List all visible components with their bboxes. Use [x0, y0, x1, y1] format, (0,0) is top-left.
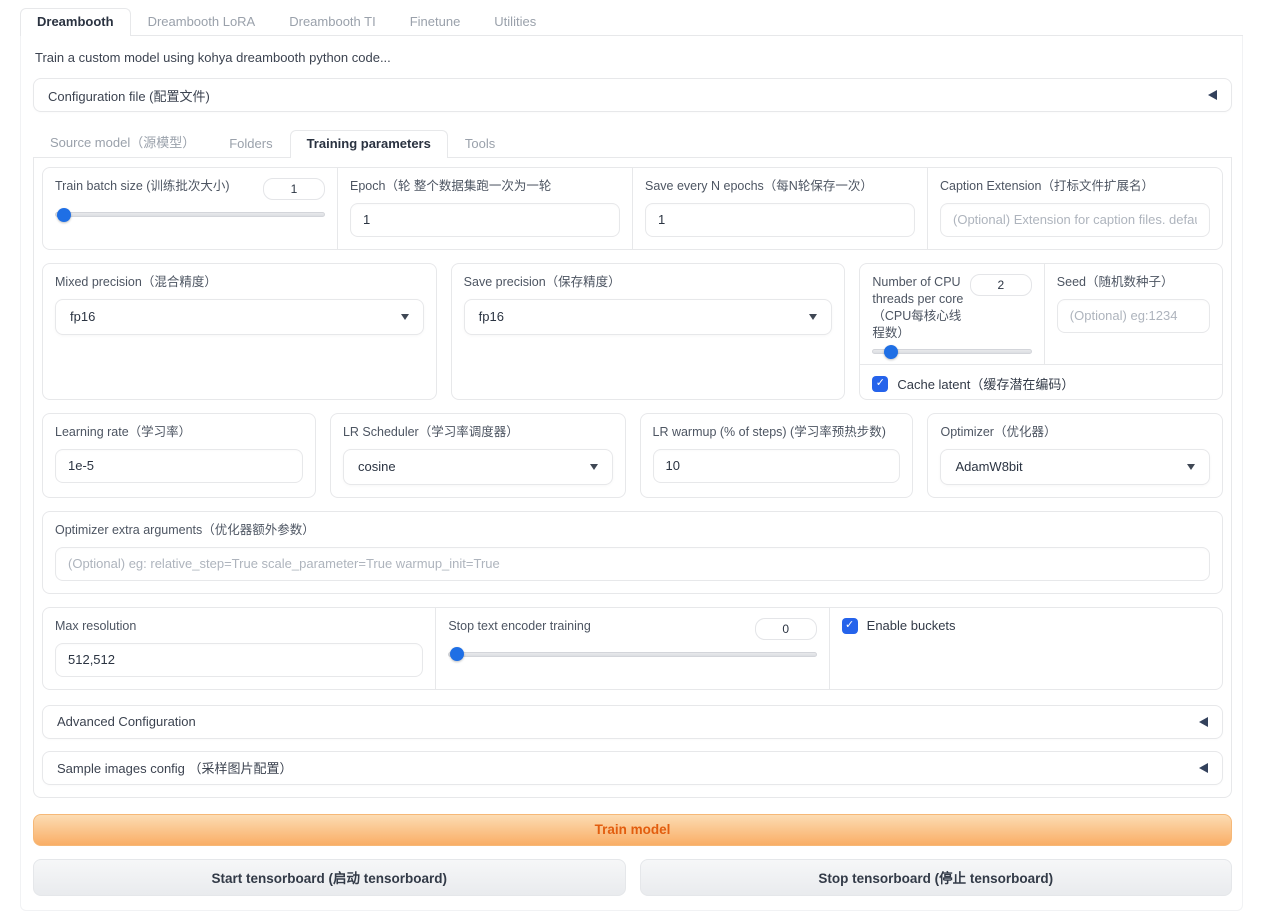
- optimizer-label: Optimizer（优化器）: [940, 424, 1057, 439]
- train-batch-size-slider-handle[interactable]: [57, 207, 72, 222]
- optimizer-extra-args-field: Optimizer extra arguments（优化器额外参数）: [42, 510, 1223, 594]
- cpu-threads-slider[interactable]: [872, 344, 1032, 359]
- epoch-field: Epoch（轮 整个数据集跑一次为一轮: [337, 168, 632, 249]
- tab-finetune[interactable]: Finetune: [409, 14, 461, 29]
- save-precision-field: Save precision（保存精度） fp16: [450, 262, 846, 400]
- enable-buckets-checkbox-row[interactable]: ✓ Enable buckets: [841, 617, 1210, 634]
- advanced-configuration-label: Advanced Configuration: [57, 714, 196, 729]
- page-description: Train a custom model using kohya dreambo…: [35, 50, 391, 65]
- cpu-threads-number-input[interactable]: [969, 273, 1032, 296]
- advanced-configuration-accordion[interactable]: Advanced Configuration: [42, 704, 1223, 739]
- lr-warmup-input[interactable]: [652, 448, 901, 483]
- learning-rate-field: Learning rate（学习率）: [42, 412, 316, 498]
- tab-folders[interactable]: Folders: [229, 136, 273, 151]
- tab-dreambooth-ti[interactable]: Dreambooth TI: [289, 14, 376, 29]
- chevron-down-icon: [589, 463, 598, 470]
- caption-extension-field: Caption Extension（打标文件扩展名）: [927, 168, 1222, 249]
- checkbox-checked-icon[interactable]: ✓: [872, 375, 889, 392]
- sample-images-config-label: Sample images config （采样图片配置）: [57, 761, 293, 776]
- learning-rate-label: Learning rate（学习率）: [55, 424, 192, 439]
- training-parameters-panel: Train batch size (训练批次大小) Epoch（轮 整个数据集跑…: [33, 158, 1232, 798]
- optimizer-extra-args-label: Optimizer extra arguments（优化器额外参数）: [55, 522, 315, 537]
- train-batch-size-field: Train batch size (训练批次大小): [43, 168, 337, 249]
- collapse-arrow-icon: [1199, 716, 1208, 727]
- cpu-seed-group: Number of CPU threads per core（CPU每核心线程数…: [859, 262, 1223, 402]
- enable-buckets-label: Enable buckets: [866, 618, 956, 634]
- collapse-arrow-icon: [1208, 90, 1217, 100]
- seed-field: Seed（随机数种子）: [1045, 264, 1222, 365]
- chevron-down-icon: [1187, 463, 1195, 470]
- mixed-precision-label: Mixed precision（混合精度）: [55, 274, 217, 289]
- cache-latent-label: Cache latent（缓存潜在编码）: [897, 377, 1075, 393]
- optimizer-field: Optimizer（优化器） AdamW8bit: [927, 412, 1223, 498]
- stop-text-encoder-number-input[interactable]: [754, 617, 817, 640]
- tab-tools[interactable]: Tools: [464, 136, 496, 151]
- save-precision-value: fp16: [478, 309, 504, 325]
- caption-extension-input[interactable]: [940, 202, 1210, 237]
- start-tensorboard-button[interactable]: Start tensorboard (启动 tensorboard): [33, 858, 626, 896]
- tab-dreambooth-lora[interactable]: Dreambooth LoRA: [147, 14, 256, 29]
- lr-scheduler-label: LR Scheduler（学习率调度器）: [342, 424, 519, 439]
- cache-latent-checkbox-row[interactable]: ✓ Cache latent（缓存潜在编码）: [860, 364, 1222, 402]
- stop-text-encoder-slider[interactable]: [448, 647, 817, 662]
- max-resolution-label: Max resolution: [55, 618, 137, 633]
- save-precision-dropdown[interactable]: fp16: [463, 298, 833, 335]
- lr-scheduler-field: LR Scheduler（学习率调度器） cosine: [329, 412, 626, 498]
- seed-input[interactable]: [1056, 298, 1210, 333]
- mixed-precision-value: fp16: [70, 309, 96, 325]
- train-batch-size-label: Train batch size (训练批次大小): [55, 179, 230, 193]
- mixed-precision-dropdown[interactable]: fp16: [55, 298, 424, 335]
- chevron-down-icon: [809, 313, 818, 320]
- tab-training-parameters[interactable]: Training parameters: [289, 130, 448, 158]
- lr-warmup-label: LR warmup (% of steps) (学习率预热步数): [652, 424, 886, 439]
- configuration-file-label: Configuration file (配置文件): [48, 88, 210, 104]
- learning-rate-input[interactable]: [55, 448, 303, 483]
- max-resolution-input[interactable]: [55, 642, 424, 677]
- optimizer-value: AdamW8bit: [955, 459, 1023, 475]
- dreambooth-tab-content: Train a custom model using kohya dreambo…: [20, 36, 1243, 911]
- optimizer-dropdown[interactable]: AdamW8bit: [940, 448, 1210, 485]
- epoch-input[interactable]: [350, 202, 620, 237]
- enable-buckets-field: ✓ Enable buckets: [828, 607, 1222, 689]
- tab-source-model[interactable]: Source model（源模型）: [50, 135, 196, 150]
- lr-scheduler-dropdown[interactable]: cosine: [342, 448, 613, 485]
- tab-utilities[interactable]: Utilities: [494, 14, 537, 29]
- chevron-down-icon: [400, 313, 409, 320]
- sample-images-config-accordion[interactable]: Sample images config （采样图片配置）: [42, 750, 1223, 785]
- mixed-precision-field: Mixed precision（混合精度） fp16: [42, 262, 437, 400]
- save-every-n-epochs-label: Save every N epochs（每N轮保存一次）: [645, 179, 873, 193]
- save-precision-label: Save precision（保存精度）: [463, 274, 621, 289]
- epoch-label: Epoch（轮 整个数据集跑一次为一轮: [350, 179, 552, 193]
- lr-warmup-field: LR warmup (% of steps) (学习率预热步数): [639, 412, 914, 498]
- sub-tabnav: Source model（源模型） Folders Training param…: [33, 126, 1232, 158]
- caption-extension-label: Caption Extension（打标文件扩展名）: [940, 179, 1154, 193]
- cpu-threads-field: Number of CPU threads per core（CPU每核心线程数…: [860, 263, 1045, 365]
- cpu-threads-label: Number of CPU threads per core（CPU每核心线程数…: [872, 274, 964, 340]
- optimizer-extra-args-input[interactable]: [55, 546, 1210, 581]
- lr-scheduler-value: cosine: [357, 459, 396, 475]
- stop-tensorboard-button[interactable]: Stop tensorboard (停止 tensorboard): [639, 858, 1232, 896]
- save-every-n-epochs-field: Save every N epochs（每N轮保存一次）: [632, 168, 927, 249]
- train-batch-size-number-input[interactable]: [263, 178, 325, 200]
- stop-text-encoder-label: Stop text encoder training: [448, 618, 591, 633]
- configuration-file-accordion[interactable]: Configuration file (配置文件): [33, 78, 1232, 112]
- collapse-arrow-icon: [1199, 762, 1208, 773]
- main-tabnav: Dreambooth Dreambooth LoRA Dreambooth TI…: [20, 8, 1243, 36]
- save-every-n-epochs-input[interactable]: [645, 202, 915, 237]
- stop-text-encoder-slider-handle[interactable]: [449, 647, 464, 662]
- stop-text-encoder-field: Stop text encoder training: [435, 607, 828, 689]
- train-model-button[interactable]: Train model: [33, 813, 1232, 846]
- train-batch-size-slider[interactable]: [55, 207, 325, 222]
- max-resolution-field: Max resolution: [43, 608, 435, 689]
- seed-label: Seed（随机数种子）: [1056, 274, 1174, 289]
- tab-dreambooth[interactable]: Dreambooth: [20, 8, 131, 36]
- cpu-threads-slider-handle[interactable]: [883, 344, 898, 359]
- checkbox-checked-icon[interactable]: ✓: [841, 617, 858, 634]
